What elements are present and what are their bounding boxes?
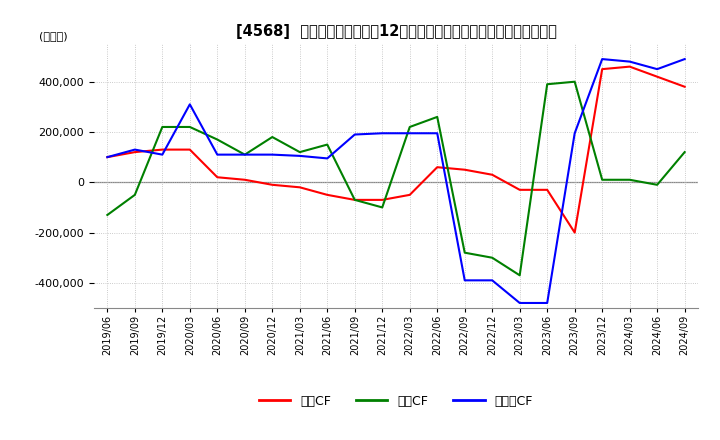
Text: (百万円): (百万円) xyxy=(39,31,68,41)
Legend: 営業CF, 投資CF, フリーCF: 営業CF, 投資CF, フリーCF xyxy=(254,390,538,413)
Title: [4568]  キャッシュフローの12か月移動合計の対前年同期増減額の推移: [4568] キャッシュフローの12か月移動合計の対前年同期増減額の推移 xyxy=(235,24,557,39)
